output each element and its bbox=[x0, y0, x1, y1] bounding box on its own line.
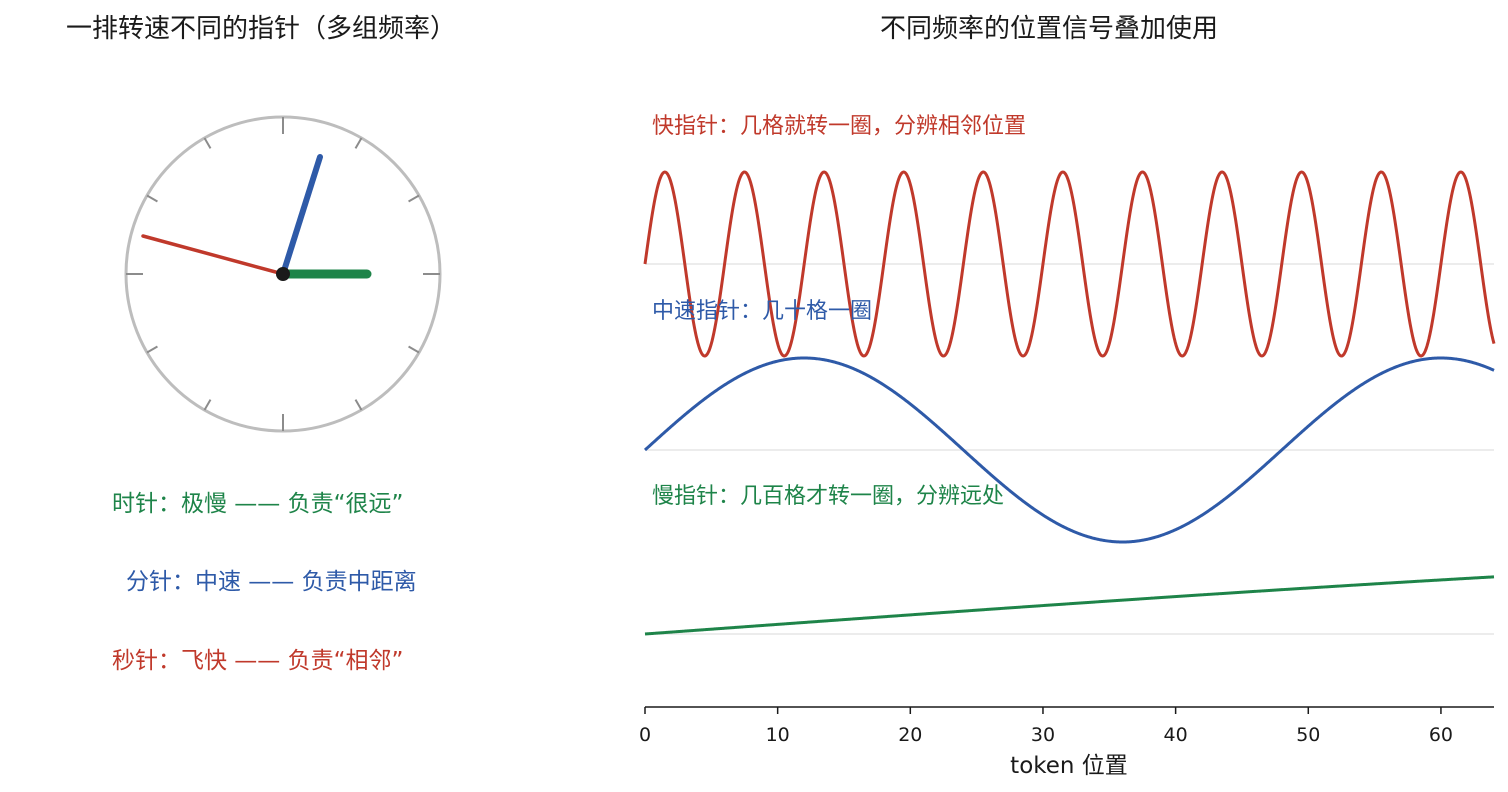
right-panel-title: 不同频率的位置信号叠加使用 bbox=[880, 14, 1219, 44]
x-axis-label: token 位置 bbox=[1010, 753, 1128, 779]
x-tick-label: 50 bbox=[1296, 724, 1320, 746]
legend-hour-hand: 时针：极慢 —— 负责“很远” bbox=[112, 491, 404, 517]
clock-diagram bbox=[124, 115, 442, 433]
clock-tick bbox=[354, 399, 363, 411]
wave-baselines bbox=[645, 263, 1494, 635]
clock-tick bbox=[203, 137, 212, 149]
clock-tick bbox=[146, 345, 158, 354]
medium-wave-line bbox=[643, 356, 1495, 544]
clock-tick bbox=[354, 137, 363, 149]
x-tick-label: 0 bbox=[639, 724, 651, 746]
legend-second-hand: 秒针：飞快 —— 负责“相邻” bbox=[112, 648, 404, 674]
medium-wave-label: 中速指针：几十格一圈 bbox=[652, 299, 872, 324]
x-tick-label: 20 bbox=[898, 724, 922, 746]
fast-wave-label: 快指针：几格就转一圈，分辨相邻位置 bbox=[652, 114, 1026, 139]
clock-tick bbox=[408, 345, 420, 354]
clock-tick bbox=[203, 399, 212, 411]
slow-wave-line bbox=[644, 575, 1495, 636]
x-axis-ticks: 0 10 20 30 40 50 60 bbox=[639, 707, 1453, 746]
legend-minute-hand: 分针：中速 —— 负责中距离 bbox=[126, 569, 417, 595]
clock-tick bbox=[146, 194, 158, 203]
x-tick-label: 30 bbox=[1031, 724, 1055, 746]
left-panel-title: 一排转速不同的指针（多组频率） bbox=[66, 14, 457, 44]
x-tick-label: 10 bbox=[766, 724, 790, 746]
minute-hand bbox=[280, 154, 323, 277]
fast-wave-line bbox=[643, 170, 1496, 358]
x-tick-label: 60 bbox=[1429, 724, 1453, 746]
x-tick-label: 40 bbox=[1164, 724, 1188, 746]
clock-center-pin bbox=[276, 267, 290, 281]
second-hand bbox=[141, 234, 285, 276]
clock-tick bbox=[408, 194, 420, 203]
slow-wave-label: 慢指针：几百格才转一圈，分辨远处 bbox=[652, 484, 1004, 509]
clock-ticks bbox=[126, 117, 440, 431]
